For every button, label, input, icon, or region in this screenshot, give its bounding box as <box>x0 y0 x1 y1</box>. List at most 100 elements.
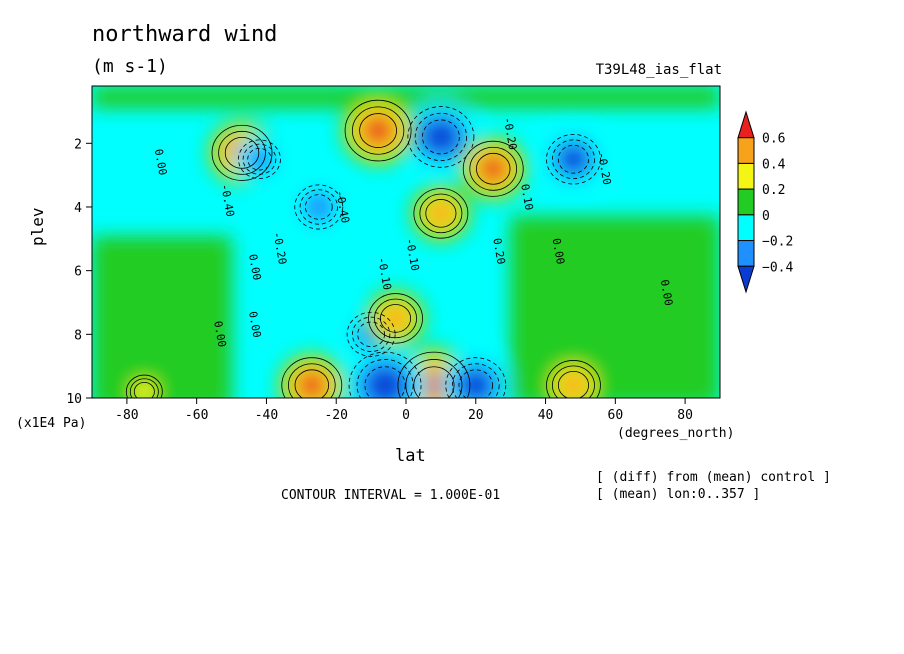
contour-line-9-2 <box>380 304 412 333</box>
plot-area: 0.00 -0.40 0.00 -0.20 -0.40 0.00 -0.10 -0.10 -0.… <box>92 86 720 398</box>
contour-line-13-2 <box>458 369 493 398</box>
x-tick-label-1: -60 <box>185 408 208 423</box>
contour-line-15-2 <box>133 381 155 398</box>
contour-line-7-2 <box>425 199 457 228</box>
contour-line-0-1 <box>218 130 266 175</box>
contour-line-14-0 <box>546 360 601 398</box>
field-feature-12 <box>277 352 347 398</box>
x-tick-label-7: 60 <box>608 408 624 423</box>
colorbar-segment-4 <box>737 214 755 242</box>
contour-line-13-0 <box>445 357 507 398</box>
contour-line-1-0 <box>294 184 344 230</box>
contour-label-7: -0.10 <box>403 237 422 272</box>
contour-line-6-2 <box>557 144 589 174</box>
colorbar-segment-5 <box>737 240 755 267</box>
contour-label-2: 0.00 <box>246 253 263 281</box>
y-tick-label-4: 10 <box>66 392 82 407</box>
chart-units: (m s-1) <box>92 56 168 77</box>
contour-line-3-1 <box>414 112 468 162</box>
contour-label-6: -0.10 <box>375 256 394 291</box>
contour-line-9-0 <box>368 293 423 344</box>
y-tick-label-1: 4 <box>74 201 82 216</box>
contour-line-10-2 <box>413 366 455 398</box>
contour-lines <box>125 99 601 398</box>
x-tick-label-5: 20 <box>468 408 484 423</box>
contour-line-2-1 <box>242 143 277 175</box>
y-tick-label-2: 6 <box>74 265 82 280</box>
contour-label-8: -0.20 <box>501 116 520 151</box>
field-feature-6 <box>542 129 605 189</box>
x-tick-label-3: -20 <box>324 408 347 423</box>
contour-line-14-2 <box>557 370 589 398</box>
contour-label-10: 0.10 <box>518 183 535 211</box>
mean-note: [ (mean) lon:0..357 ] <box>596 487 761 502</box>
field-feature-13 <box>441 352 511 398</box>
contour-line-5-1 <box>469 146 518 191</box>
colorbar-segment-3 <box>737 188 755 216</box>
y-axis-unit: (x1E4 Pa) <box>16 416 87 431</box>
contour-line-0-2 <box>224 137 260 169</box>
contour-line-4-0 <box>344 99 412 162</box>
contour-line-4-2 <box>359 113 397 148</box>
contour-label-0: 0.00 <box>152 148 169 176</box>
contour-line-11-1 <box>356 359 414 398</box>
colorbar-label-1: 0.4 <box>762 157 786 172</box>
x-axis-unit: (degrees_north) <box>617 426 735 441</box>
y-tick-label-3: 8 <box>74 328 82 343</box>
contour-line-6-1 <box>552 139 595 179</box>
contour-label-11: 0.00 <box>550 237 567 265</box>
contour-line-8-1 <box>351 316 391 352</box>
x-tick-label-8: 80 <box>677 408 693 423</box>
contour-line-14-1 <box>552 365 595 398</box>
colorbar-label-0: 0.6 <box>762 132 785 147</box>
chart-title: northward wind <box>92 22 278 47</box>
colorbar-label-5: −0.4 <box>762 260 793 275</box>
field-feature-4 <box>340 94 416 167</box>
contour-line-12-0 <box>281 357 343 398</box>
contour-interval-text: CONTOUR INTERVAL = 1.000E-01 <box>281 488 501 503</box>
contour-line-6-0 <box>546 133 601 185</box>
x-tick-label-0: -80 <box>115 408 138 423</box>
contour-line-2-0 <box>238 139 281 179</box>
contour-line-12-1 <box>288 363 336 398</box>
contour-line-4-1 <box>351 106 405 155</box>
contour-label-12: -0.20 <box>595 151 614 186</box>
y-tick-label-0: 2 <box>74 137 82 152</box>
contour-label-14: 0.00 <box>211 320 228 348</box>
x-tick-label-6: 40 <box>538 408 554 423</box>
contour-line-12-2 <box>294 369 329 398</box>
colorbar-top-arrow <box>737 110 755 139</box>
field-feature-1 <box>291 180 347 234</box>
field-feature-15 <box>123 371 166 398</box>
field-feature-3 <box>403 101 479 173</box>
contour-line-8-0 <box>346 311 396 357</box>
colorbar-label-3: 0 <box>762 209 770 224</box>
contour-label-3: -0.20 <box>270 231 289 266</box>
contour-line-5-0 <box>462 140 524 197</box>
contour-line-9-1 <box>374 298 417 339</box>
field-feature-5 <box>458 136 528 202</box>
contour-label-1: -0.40 <box>218 183 237 218</box>
contour-labels: 0.00 -0.40 0.00 -0.20 -0.40 0.00 -0.10 -0.10 -0.… <box>152 116 675 348</box>
contour-label-9: 0.20 <box>490 237 507 265</box>
contour-line-15-1 <box>129 378 159 398</box>
axes: -80 -60 -40 -20 0 20 40 60 80 2 4 6 8 10 <box>66 137 693 423</box>
contour-label-13: 0.00 <box>658 278 675 306</box>
contour-line-5-2 <box>476 152 511 185</box>
colorbar-segment-1 <box>737 137 755 164</box>
contour-line-0-0 <box>211 124 273 181</box>
x-tick-label-4: 0 <box>402 408 410 423</box>
contour-label-5: 0.00 <box>246 310 263 338</box>
contour-line-11-2 <box>364 366 406 398</box>
field-feature-7 <box>409 183 472 243</box>
contour-line-1-2 <box>304 194 333 220</box>
field-feature-14 <box>542 355 605 398</box>
contour-line-1-1 <box>299 189 338 225</box>
contour-line-11-0 <box>348 351 422 398</box>
contour-line-7-1 <box>419 193 463 234</box>
contour-line-2-2 <box>247 148 272 171</box>
contour-line-15-0 <box>125 374 163 398</box>
field-feature-9 <box>364 288 427 348</box>
x-tick-label-2: -40 <box>255 408 278 423</box>
